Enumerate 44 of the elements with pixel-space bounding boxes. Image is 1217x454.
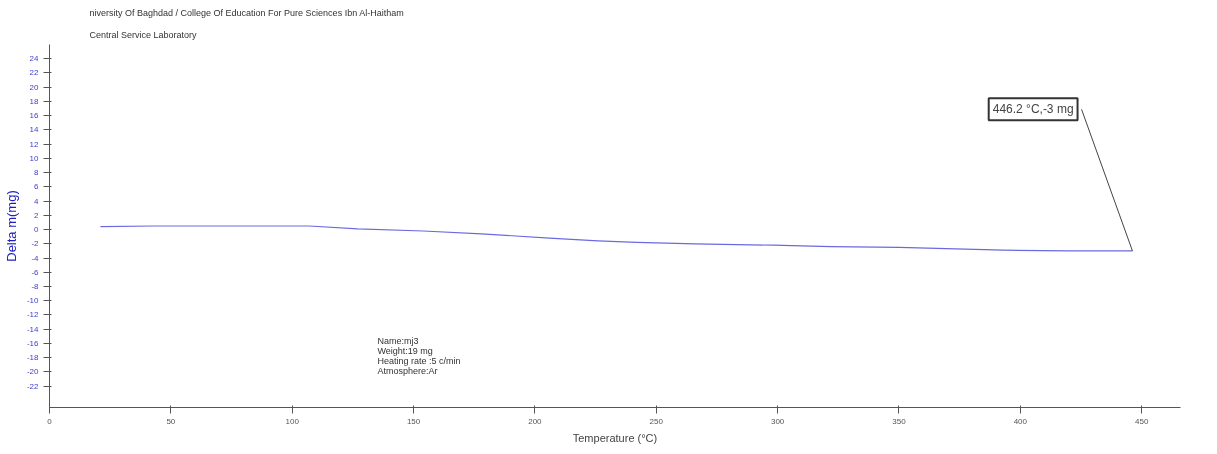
x-tick-label: 200 bbox=[528, 416, 543, 426]
x-tick-label: 350 bbox=[892, 416, 907, 426]
y-tick-label: 8 bbox=[34, 168, 40, 178]
y-tick-label: -12 bbox=[26, 310, 40, 320]
x-tick-label: 300 bbox=[770, 416, 785, 426]
y-tick-label: -2 bbox=[31, 239, 40, 249]
x-tick-label: 50 bbox=[166, 416, 176, 426]
y-tick-label: -16 bbox=[26, 338, 40, 348]
y-tick-label: 4 bbox=[34, 196, 40, 206]
x-tick-label: 0 bbox=[47, 416, 53, 426]
y-tick-label: 10 bbox=[29, 153, 40, 163]
x-tick-label: 100 bbox=[285, 416, 300, 426]
y-tick-label: 18 bbox=[29, 96, 40, 106]
y-tick-label: 24 bbox=[29, 54, 40, 64]
y-tick-label: -4 bbox=[31, 253, 40, 263]
y-tick-label: -18 bbox=[26, 353, 40, 363]
annotation: Heating rate :5 c/min bbox=[377, 355, 461, 366]
annotation: Atmosphere:Ar bbox=[377, 365, 438, 376]
chart-title: niversity Of Baghdad / College Of Education For Pure Sciences Ibn Al-Haitham bbox=[89, 7, 404, 18]
y-tick-label: -14 bbox=[26, 324, 40, 334]
x-axis-title: Temperature (°C) bbox=[572, 431, 658, 444]
annotation: Name:mj3 bbox=[377, 335, 419, 346]
y-tick-label: -20 bbox=[26, 367, 40, 377]
x-tick-label: 400 bbox=[1013, 416, 1028, 426]
y-tick-label: 20 bbox=[29, 82, 40, 92]
y-tick-label: -8 bbox=[31, 282, 40, 291]
y-tick-label: -6 bbox=[31, 267, 40, 277]
y-axis-title: Delta m(mg) bbox=[3, 190, 19, 262]
y-tick-label: 16 bbox=[29, 111, 40, 121]
annotation: Weight:19 mg bbox=[377, 345, 433, 356]
y-tick-label: -10 bbox=[26, 296, 40, 306]
y-tick-label: 22 bbox=[29, 68, 40, 78]
line-series bbox=[99, 225, 1134, 252]
chart-subtitle: Central Service Laboratory bbox=[89, 29, 198, 40]
y-tick-label: 12 bbox=[29, 139, 40, 149]
x-tick-label: 450 bbox=[1134, 416, 1149, 426]
y-tick-label: 14 bbox=[29, 125, 40, 135]
y-tick-label: 0 bbox=[34, 225, 40, 235]
y-tick-label: -22 bbox=[26, 381, 40, 391]
x-tick-label: 250 bbox=[649, 416, 664, 426]
x-tick-label: 150 bbox=[406, 416, 421, 426]
y-tick-label: 6 bbox=[34, 182, 40, 192]
y-tick-label: 2 bbox=[34, 210, 40, 220]
annotation: 446.2 °C,-3 mg bbox=[992, 102, 1074, 117]
